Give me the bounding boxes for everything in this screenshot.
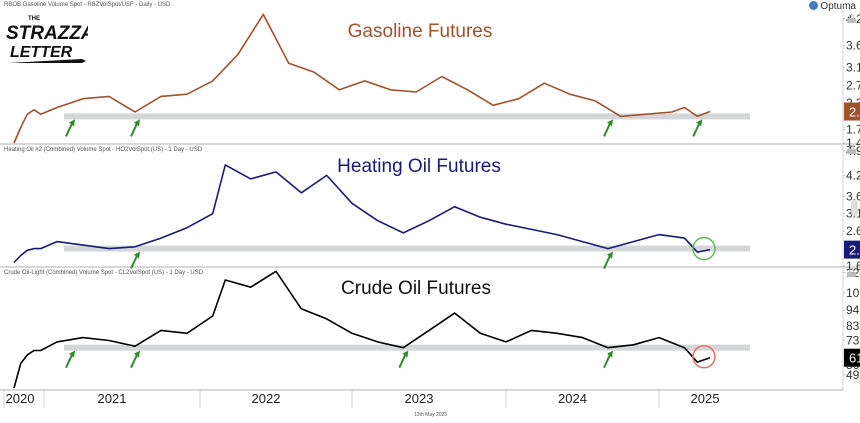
gasoline-price-tick: 3.60 bbox=[846, 38, 860, 52]
heating-oil-panel: 4.904.203.603.102.601.602.07Heating Oil … bbox=[13, 144, 860, 273]
gasoline-support-band bbox=[64, 113, 750, 120]
optuma-brand: Optuma bbox=[809, 1, 856, 12]
crude-oil-price-tick: 83.00 bbox=[846, 319, 860, 333]
heating-oil-price-tick: 3.60 bbox=[846, 189, 860, 203]
heating-oil-price-tick: 2.60 bbox=[846, 224, 860, 238]
lock-icon[interactable] bbox=[847, 14, 856, 23]
green-arrow-head bbox=[607, 251, 613, 259]
heating-oil-highlight-circle bbox=[692, 236, 716, 261]
crude-oil-price-tick: 73.00 bbox=[846, 333, 860, 347]
heating-oil-header: Heating Oil #2 (Combined) Volume Spot - … bbox=[4, 147, 203, 153]
crude-oil-price-line bbox=[13, 270, 711, 389]
x-axis-label: 2022 bbox=[252, 391, 281, 406]
crude-oil-price-tick: 94.00 bbox=[846, 303, 860, 317]
crude-oil-header: Crude Oil-Light (Combined) Volume Spot -… bbox=[4, 270, 204, 276]
x-axis-label: 2024 bbox=[558, 391, 587, 406]
gasoline-header: RBOB Gasoline Volume Spot - RBZVolSpot/U… bbox=[4, 2, 171, 8]
green-arrow-head bbox=[69, 119, 75, 127]
x-axis-label: 2020 bbox=[6, 391, 35, 406]
green-arrow-head bbox=[134, 119, 140, 127]
logo-line3: LETTER bbox=[10, 44, 73, 61]
gasoline-title: Gasoline Futures bbox=[348, 21, 493, 42]
crude-oil-last-value: 61.02 bbox=[849, 351, 860, 366]
green-arrow-head bbox=[696, 119, 703, 127]
optuma-logo-icon bbox=[809, 1, 819, 10]
green-arrow-head bbox=[134, 251, 140, 259]
crude-oil-highlight-circle bbox=[692, 345, 716, 369]
crude-oil-last-value-box bbox=[844, 348, 860, 367]
x-axis-label: 2025 bbox=[691, 391, 720, 406]
x-axis-label: 2023 bbox=[405, 391, 434, 406]
gasoline-panel: 4.203.603.102.702.301.701.402.11Gasoline… bbox=[13, 12, 860, 150]
heating-oil-title: Heating Oil Futures bbox=[337, 156, 501, 177]
date-note: 12th May 2025 bbox=[414, 412, 448, 418]
gasoline-price-tick: 2.70 bbox=[846, 78, 860, 92]
lock-icon[interactable] bbox=[847, 268, 856, 277]
gasoline-price-line bbox=[13, 13, 711, 144]
logo-line2: STRAZZA bbox=[6, 23, 88, 44]
heating-oil-price-line bbox=[13, 164, 711, 264]
green-arrow-head bbox=[134, 350, 140, 358]
green-arrow-head bbox=[402, 350, 409, 358]
gasoline-price-tick: 3.10 bbox=[846, 61, 860, 75]
heating-oil-support-band bbox=[64, 245, 750, 252]
strazza-letter-logo: THE STRAZZA LETTER bbox=[6, 16, 88, 63]
x-axis-label: 2021 bbox=[98, 391, 127, 406]
gasoline-price-tick: 1.70 bbox=[846, 123, 860, 137]
crude-oil-price-tick: 106.00 bbox=[846, 286, 860, 300]
green-arrow-head bbox=[607, 350, 613, 358]
crude-oil-price-tick: 49.00 bbox=[846, 368, 860, 382]
heating-oil-price-tick: 4.20 bbox=[846, 168, 860, 182]
crude-oil-title: Crude Oil Futures bbox=[341, 278, 491, 299]
green-arrow-head bbox=[607, 119, 613, 127]
crude-oil-support-band bbox=[64, 344, 750, 351]
heating-oil-last-value: 2.07 bbox=[849, 243, 860, 258]
crude-oil-panel: 120.00106.0094.0083.0073.0064.0056.0049.… bbox=[13, 266, 860, 389]
gasoline-last-value-box bbox=[844, 102, 860, 121]
logo-line1: THE bbox=[28, 16, 40, 22]
lock-icon[interactable] bbox=[847, 145, 856, 154]
gasoline-last-value: 2.11 bbox=[849, 105, 860, 120]
scrollbar[interactable] bbox=[851, 200, 858, 216]
green-arrow-head bbox=[69, 350, 75, 358]
heating-oil-last-value-box bbox=[844, 240, 860, 259]
